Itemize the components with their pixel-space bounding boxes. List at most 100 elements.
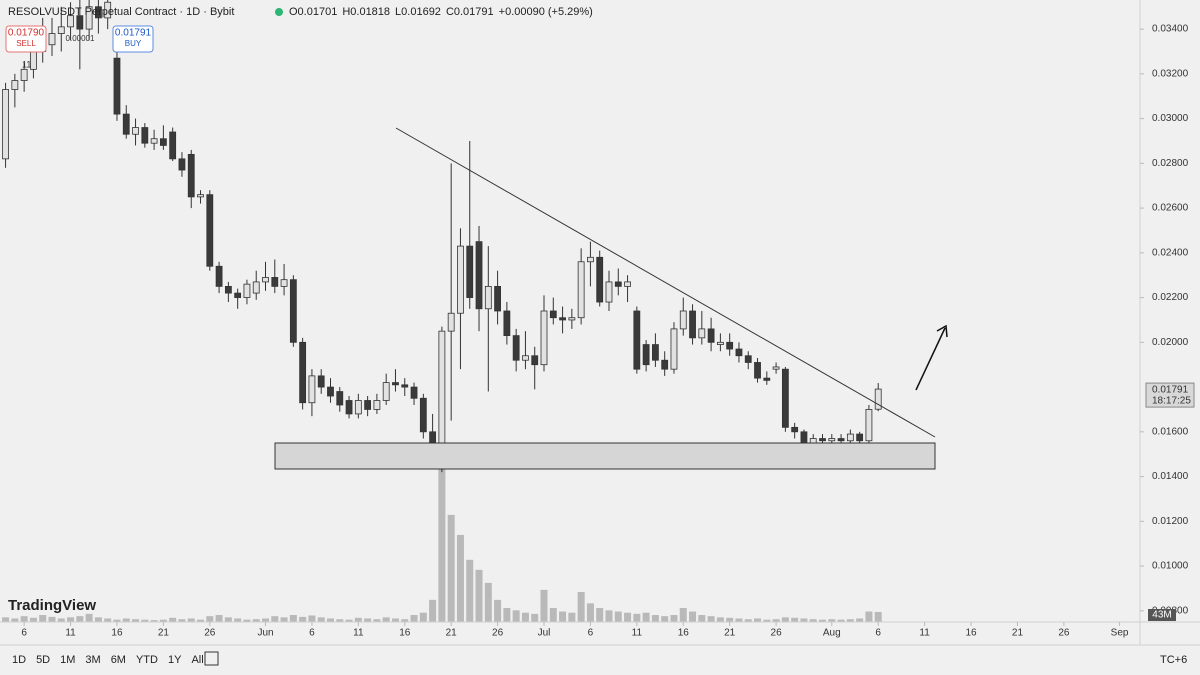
candle-body (169, 131, 177, 160)
volume-bar (837, 619, 845, 622)
volume-bar (391, 618, 399, 622)
candle-body (289, 279, 297, 343)
volume-bar (781, 617, 789, 622)
date-range-icon[interactable] (204, 651, 219, 666)
sell-button[interactable] (5, 25, 47, 53)
x-tick-label: Sep (1111, 628, 1129, 639)
volume-bar (48, 616, 56, 622)
candle-body (419, 397, 427, 433)
volume-box (1148, 609, 1176, 621)
candle-body (280, 279, 288, 287)
candle-body (614, 281, 622, 287)
volume-bar (215, 615, 223, 622)
candle-body (522, 355, 529, 361)
volume-bar (29, 617, 37, 622)
volume-bar (85, 613, 93, 622)
y-tick-label: 0.02800 (1152, 158, 1189, 169)
candle-body (252, 281, 260, 294)
trendline (395, 127, 936, 438)
ohlc-value: +0.00090 (+5.29%) (499, 6, 593, 18)
timeframe-button[interactable]: 5D (36, 654, 50, 666)
x-tick-label: 21 (1012, 628, 1024, 639)
ohlc-value: C0.01791 (446, 6, 494, 18)
candle-body (373, 400, 381, 410)
candle-body (113, 57, 121, 115)
volume-bar (503, 608, 511, 622)
candle-body (549, 310, 557, 319)
candle-body (85, 6, 93, 30)
y-tick-label: 0.02600 (1152, 203, 1189, 214)
candle-body (317, 375, 325, 388)
timeframe-button[interactable]: All (191, 654, 203, 666)
candle-body (587, 256, 594, 263)
timeframe-button[interactable]: 1D (12, 654, 26, 666)
volume-bar (661, 616, 669, 622)
volume-bar (772, 619, 780, 622)
buy-label: BUY (125, 39, 142, 48)
timeframe-button[interactable]: YTD (136, 654, 158, 666)
x-tick-label: 6 (21, 628, 27, 639)
timeframe-button[interactable]: 6M (111, 654, 126, 666)
candle-body (791, 426, 799, 433)
timeframe-button[interactable]: 3M (85, 654, 100, 666)
volume-bar (856, 618, 864, 622)
buy-price: 0.01791 (115, 28, 152, 39)
candle-body (466, 245, 474, 298)
volume-bar (707, 616, 715, 622)
candle-body (104, 1, 112, 19)
candle-body (568, 317, 576, 321)
volume-bar (642, 612, 650, 622)
volume-bar (57, 618, 65, 622)
candle-body (846, 433, 854, 442)
candle-body (215, 265, 223, 287)
volume-bar (494, 599, 502, 622)
volume-bar (317, 617, 325, 622)
candle-body (689, 310, 696, 339)
volume-bar (271, 616, 279, 622)
timeframe-button[interactable]: 1M (60, 654, 75, 666)
x-tick-label: 21 (158, 628, 170, 639)
volume-bar (11, 618, 19, 622)
candle-body (698, 328, 706, 339)
candle-body (754, 362, 761, 379)
candle-body (308, 375, 316, 404)
volume-bar (410, 615, 418, 622)
volume-bar (512, 610, 520, 622)
candle-body (178, 158, 186, 171)
volume-bar (586, 603, 594, 622)
sell-price: 0.01790 (8, 28, 45, 39)
volume-bar (280, 617, 288, 622)
volume-bar (624, 612, 632, 622)
volume-bar (234, 618, 242, 622)
candle-body (707, 328, 715, 343)
volume-bar (104, 618, 112, 622)
volume-bar (438, 464, 446, 622)
last-price-box (1145, 382, 1195, 408)
buy-button[interactable] (112, 25, 154, 53)
y-tick-label: 0.01200 (1152, 516, 1189, 527)
volume-bar (243, 619, 251, 622)
candle-body (410, 386, 418, 399)
x-tick-label: Jun (257, 628, 273, 639)
y-tick-label: 0.02200 (1152, 292, 1189, 303)
candle-body (652, 344, 659, 361)
x-tick-label: 26 (1058, 628, 1070, 639)
volume-bar (308, 615, 316, 622)
y-tick-label: 0.03200 (1152, 68, 1189, 79)
candle-body (726, 341, 734, 350)
volume-bar (197, 619, 205, 622)
volume-bar (763, 619, 771, 622)
candle-body (679, 310, 687, 330)
candle-body (336, 391, 344, 406)
candle-body (661, 359, 669, 370)
volume-bar (726, 617, 734, 622)
volume-bar (326, 618, 334, 622)
x-tick-label: 26 (492, 628, 504, 639)
candle-body (772, 366, 780, 370)
candle-body (670, 328, 678, 370)
timeframe-button[interactable]: 1Y (168, 654, 182, 666)
volume-bar (132, 619, 140, 622)
volume-bar (299, 616, 307, 622)
volume-bar (187, 618, 195, 622)
